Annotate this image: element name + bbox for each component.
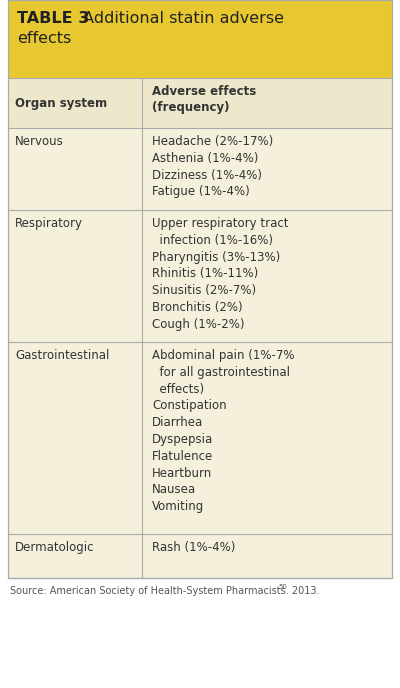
Text: Dermatologic: Dermatologic bbox=[15, 541, 94, 554]
Text: Headache (2%-17%)
Asthenia (1%-4%)
Dizziness (1%-4%)
Fatigue (1%-4%): Headache (2%-17%) Asthenia (1%-4%) Dizzi… bbox=[152, 135, 273, 198]
Bar bbox=[8, 0, 392, 78]
Text: Upper respiratory tract
  infection (1%-16%)
Pharyngitis (3%-13%)
Rhinitis (1%-1: Upper respiratory tract infection (1%-16… bbox=[152, 217, 288, 331]
Text: Gastrointestinal: Gastrointestinal bbox=[15, 349, 109, 362]
Text: Adverse effects
(frequency): Adverse effects (frequency) bbox=[152, 85, 256, 114]
Text: 50: 50 bbox=[278, 584, 287, 590]
Text: TABLE 3: TABLE 3 bbox=[17, 11, 89, 26]
Text: Rash (1%-4%): Rash (1%-4%) bbox=[152, 541, 235, 554]
Text: Additional statin adverse: Additional statin adverse bbox=[78, 11, 284, 26]
Bar bbox=[8, 78, 392, 128]
Text: Nervous: Nervous bbox=[15, 135, 64, 148]
Text: effects: effects bbox=[17, 31, 71, 46]
Text: Respiratory: Respiratory bbox=[15, 217, 83, 230]
Bar bbox=[8, 78, 392, 578]
Text: Abdominal pain (1%-7%
  for all gastrointestinal
  effects)
Constipation
Diarrhe: Abdominal pain (1%-7% for all gastrointe… bbox=[152, 349, 294, 513]
Bar bbox=[8, 0, 392, 578]
Text: Organ system: Organ system bbox=[15, 96, 107, 109]
Text: Source: American Society of Health-System Pharmacists. 2013.: Source: American Society of Health-Syste… bbox=[10, 586, 320, 596]
